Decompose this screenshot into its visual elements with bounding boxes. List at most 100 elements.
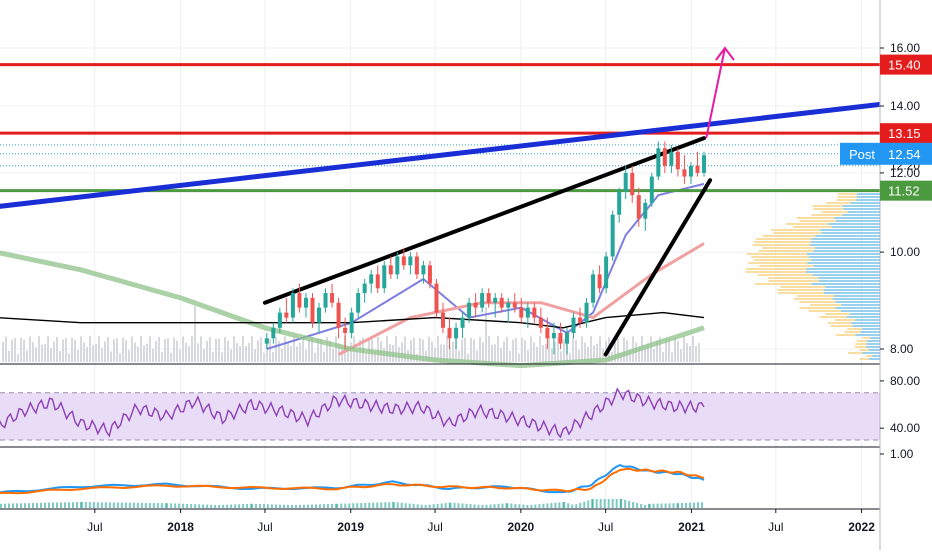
candle-body[interactable] (532, 308, 536, 318)
candle-body[interactable] (467, 303, 471, 318)
candle-body[interactable] (539, 318, 543, 328)
candle-body[interactable] (669, 152, 673, 166)
volume-bar (212, 352, 214, 362)
candle-body[interactable] (506, 303, 510, 308)
volume-profile-bar (745, 271, 806, 273)
candle-body[interactable] (617, 191, 621, 214)
candle-body[interactable] (369, 274, 373, 283)
candle-body[interactable] (552, 333, 556, 338)
candle-body[interactable] (337, 303, 341, 328)
volume-bar (233, 336, 235, 362)
candle-body[interactable] (630, 173, 634, 195)
candle-body[interactable] (572, 318, 576, 333)
candle-body[interactable] (689, 166, 693, 177)
candle-body[interactable] (656, 148, 660, 176)
volume-profile-bar (869, 358, 880, 360)
candle-body[interactable] (682, 169, 686, 176)
candle-body[interactable] (454, 328, 458, 338)
candle-body[interactable] (343, 328, 347, 333)
candle-body[interactable] (402, 256, 406, 265)
candle-body[interactable] (415, 256, 419, 274)
candle-body[interactable] (421, 265, 425, 274)
candle-body[interactable] (565, 333, 569, 344)
candle-body[interactable] (441, 313, 445, 328)
candle-body[interactable] (363, 284, 367, 293)
candle-body[interactable] (643, 203, 647, 219)
candle-body[interactable] (291, 293, 295, 318)
candle-body[interactable] (611, 215, 615, 257)
macd-histogram-bar (554, 503, 556, 508)
macd-histogram-bar (514, 504, 516, 508)
candle-body[interactable] (695, 166, 699, 173)
candle-body[interactable] (513, 303, 517, 308)
volume-profile-bar (825, 313, 850, 315)
rsi-panel[interactable] (0, 389, 880, 440)
volume-profile-bar (811, 241, 880, 243)
macd-histogram-bar (368, 503, 370, 508)
candle-body[interactable] (604, 256, 608, 288)
macd-histogram-bar (129, 503, 131, 508)
candle-body[interactable] (650, 177, 654, 203)
candle-body[interactable] (637, 195, 641, 218)
candle-body[interactable] (676, 152, 680, 170)
volume-bar (545, 344, 547, 362)
candle-body[interactable] (448, 328, 452, 338)
candle-body[interactable] (376, 274, 380, 288)
candle-body[interactable] (558, 333, 562, 344)
candle-body[interactable] (330, 293, 334, 303)
volume-bar (494, 344, 496, 362)
candle-body[interactable] (428, 265, 432, 283)
candle-body[interactable] (304, 298, 308, 308)
volume-bar (677, 341, 679, 362)
candle-body[interactable] (382, 265, 386, 288)
post-badge-label: Post (849, 147, 875, 162)
candle-body[interactable] (395, 256, 399, 274)
volume-profile-bar (797, 217, 834, 219)
candle-body[interactable] (493, 298, 497, 303)
macd-histogram-bar (616, 499, 618, 508)
volume-profile-bar (848, 211, 880, 213)
volume-bar (281, 349, 283, 362)
candle-body[interactable] (545, 328, 549, 338)
candle-body[interactable] (356, 293, 360, 313)
macd-histogram-bar (498, 504, 500, 508)
candle-body[interactable] (519, 308, 523, 318)
candle-body[interactable] (624, 173, 628, 191)
macd-histogram-bar (620, 499, 622, 508)
candle-body[interactable] (702, 155, 706, 173)
candle-body[interactable] (297, 293, 301, 308)
candle-body[interactable] (350, 313, 354, 333)
candle-body[interactable] (663, 148, 667, 165)
candle-body[interactable] (271, 328, 275, 338)
volume-profile-bar (836, 220, 880, 222)
volume-profile-bar (856, 199, 880, 201)
candle-body[interactable] (265, 338, 269, 343)
volume-bar (542, 345, 544, 362)
candle-body[interactable] (324, 293, 328, 308)
macd-histogram-bar (490, 504, 492, 508)
candle-body[interactable] (480, 293, 484, 308)
candle-body[interactable] (585, 303, 589, 323)
volume-profile-bar (812, 214, 843, 216)
candle-body[interactable] (389, 265, 393, 274)
candle-body[interactable] (317, 308, 321, 323)
volume-bar (482, 342, 484, 362)
candle-body[interactable] (408, 256, 412, 265)
candle-body[interactable] (500, 298, 504, 308)
volume-bar (92, 345, 94, 362)
candle-body[interactable] (526, 308, 530, 318)
candle-body[interactable] (578, 318, 582, 323)
volume-bar (188, 346, 190, 362)
candle-body[interactable] (474, 303, 478, 308)
volume-bar (479, 337, 481, 362)
candle-body[interactable] (434, 284, 438, 313)
candle-body[interactable] (487, 293, 491, 303)
candle-body[interactable] (591, 274, 595, 302)
candle-body[interactable] (278, 313, 282, 328)
candle-body[interactable] (284, 313, 288, 318)
candle-body[interactable] (461, 318, 465, 328)
volume-bar (176, 340, 178, 362)
candle-body[interactable] (310, 298, 314, 323)
candle-body[interactable] (598, 274, 602, 288)
